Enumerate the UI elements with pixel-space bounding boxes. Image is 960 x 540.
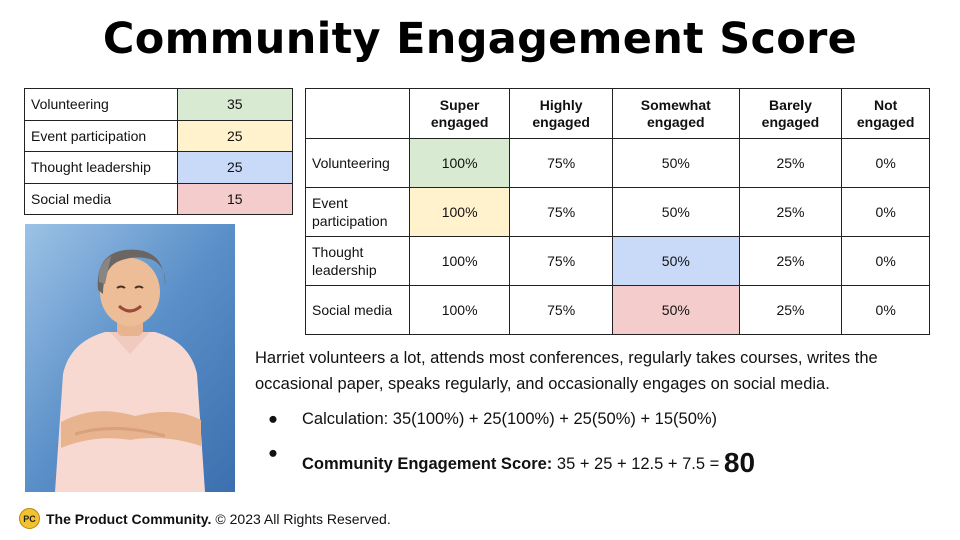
row-label: Event participation (305, 187, 410, 237)
table-cell: 25% (738, 285, 843, 335)
calculation-text: Calculation: 35(100%) + 25(100%) + 25(50… (302, 410, 718, 428)
table-row: Volunteering 100% 75% 50% 25% 0% (305, 138, 930, 188)
column-header: Not engaged (841, 88, 930, 139)
column-header: Super engaged (408, 88, 511, 139)
table-cell: 50% (612, 187, 740, 237)
row-label: Volunteering (305, 138, 410, 188)
table-row: Event participation 100% 75% 50% 25% 0% (305, 187, 930, 237)
weight-category: Volunteering (24, 88, 178, 121)
footer-copyright: © 2023 All Rights Reserved. (215, 510, 391, 527)
bullet-dot: ● (268, 444, 278, 462)
table-row: Thought leadership 25 (24, 151, 294, 184)
table-cell: 75% (509, 236, 613, 286)
footer: PC The Product Community. © 2023 All Rig… (19, 508, 391, 529)
table-cell: 100% (408, 285, 511, 335)
score-expression: 35 + 25 + 12.5 + 7.5 = (556, 455, 720, 473)
score-label: Community Engagement Score: (302, 455, 553, 473)
table-cell: 75% (509, 138, 613, 188)
column-header: Somewhat engaged (612, 88, 740, 139)
table-cell: 100% (408, 138, 511, 188)
engagement-matrix-table: Super engaged Highly engaged Somewhat en… (305, 88, 930, 335)
person-photo (25, 224, 235, 492)
table-cell: 75% (509, 285, 613, 335)
table-row: Social media 15 (24, 182, 294, 215)
table-row: Social media 100% 75% 50% 25% 0% (305, 285, 930, 335)
table-cell: 50% (612, 285, 740, 335)
person-illustration (25, 224, 235, 492)
header-row: Super engaged Highly engaged Somewhat en… (305, 88, 930, 139)
table-row: Volunteering 35 (24, 88, 294, 121)
table-cell: 0% (841, 187, 930, 237)
weight-category: Thought leadership (24, 151, 178, 184)
table-cell: 25% (738, 138, 843, 188)
score-line: Community Engagement Score: 35 + 25 + 12… (302, 444, 756, 478)
column-header: Barely engaged (738, 88, 843, 139)
table-cell: 50% (612, 236, 740, 286)
weights-table: Volunteering 35 Event participation 25 T… (24, 88, 294, 215)
table-cell: 25% (738, 187, 843, 237)
score-value: 80 (723, 447, 756, 478)
table-cell: 100% (408, 236, 511, 286)
row-label: Social media (305, 285, 410, 335)
column-header: Highly engaged (509, 88, 613, 139)
table-cell: 0% (841, 285, 930, 335)
footer-brand: The Product Community. (46, 510, 212, 527)
table-cell: 0% (841, 236, 930, 286)
weight-value: 25 (176, 119, 294, 152)
scenario-description: Harriet volunteers a lot, attends most c… (255, 349, 878, 393)
weight-value: 25 (176, 151, 294, 184)
header-blank (305, 88, 410, 139)
table-cell: 100% (408, 187, 511, 237)
table-cell: 75% (509, 187, 613, 237)
table-row: Thought leadership 100% 75% 50% 25% 0% (305, 236, 930, 286)
product-community-logo-icon: PC (19, 508, 40, 529)
weight-value: 35 (176, 88, 294, 121)
weight-category: Event participation (24, 119, 178, 152)
page-title: Community Engagement Score (102, 14, 858, 64)
table-cell: 50% (612, 138, 740, 188)
weight-category: Social media (24, 182, 178, 215)
table-cell: 25% (738, 236, 843, 286)
weight-value: 15 (176, 182, 294, 215)
table-cell: 0% (841, 138, 930, 188)
bullet-dot: ● (268, 410, 278, 428)
table-row: Event participation 25 (24, 119, 294, 152)
row-label: Thought leadership (305, 236, 410, 286)
